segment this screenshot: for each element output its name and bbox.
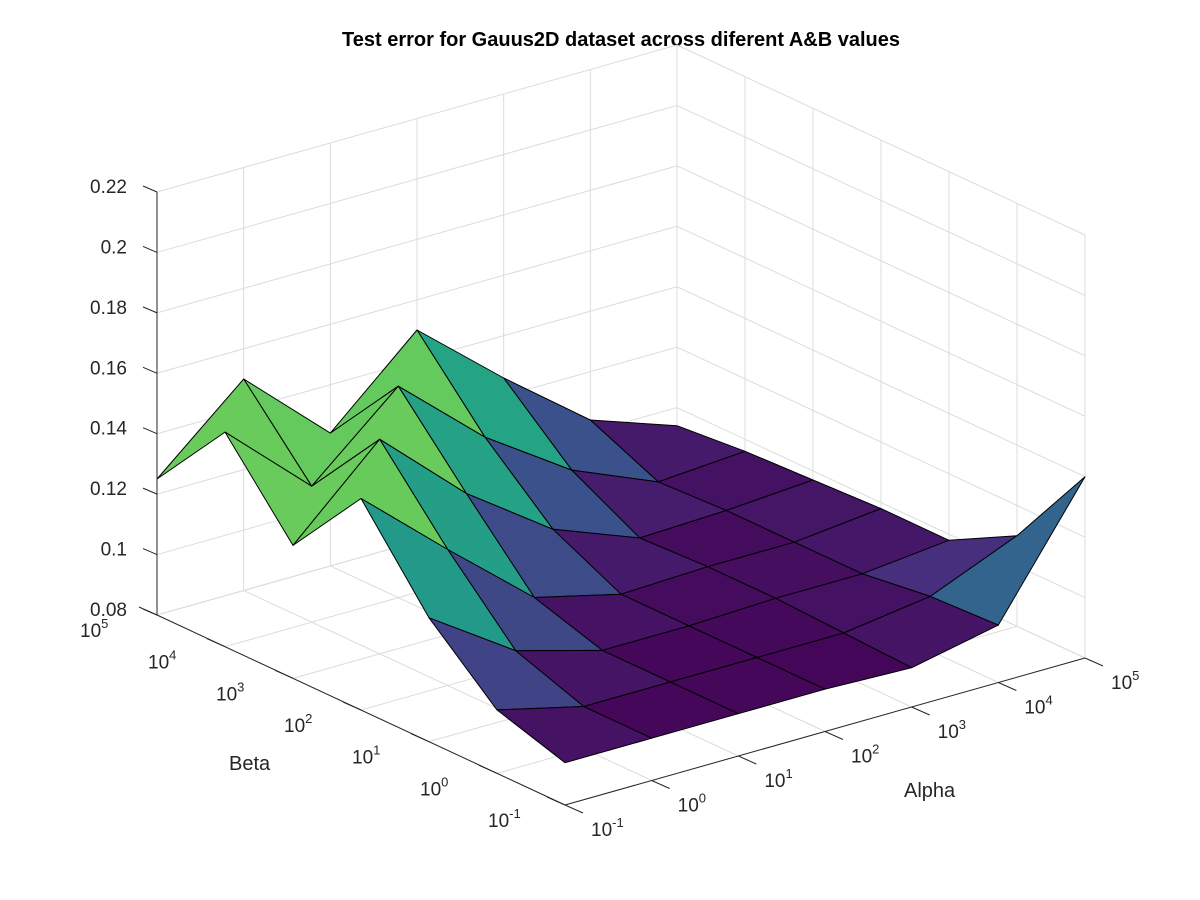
y-tick-label: 101 [352, 743, 380, 769]
grid-line [156, 225, 678, 374]
x-tick-label: 101 [764, 766, 792, 792]
y-tick-label-exponent: 2 [305, 711, 312, 726]
x-tick-label-exponent: 0 [699, 791, 706, 806]
x-tick-label-base: 10 [1111, 673, 1132, 694]
y-tick-label: 100 [420, 774, 448, 800]
y-tick-mark [546, 796, 566, 806]
grid-line [676, 225, 1086, 417]
x-tick-label-base: 10 [938, 722, 959, 743]
grid-line [156, 44, 678, 193]
y-axis-label: Beta [229, 753, 271, 775]
y-tick-label: 104 [148, 648, 176, 674]
x-tick-label: 10-1 [591, 815, 624, 841]
x-tick-mark [998, 682, 1017, 691]
y-tick-label: 102 [284, 711, 312, 737]
z-tick-label: 0.14 [90, 419, 127, 440]
x-tick-label: 102 [851, 742, 879, 768]
grid-line [676, 346, 1086, 538]
x-tick-label-exponent: 4 [1045, 693, 1052, 708]
y-tick-label-base: 10 [352, 748, 373, 769]
z-tick-label: 0.2 [101, 237, 127, 258]
y-tick-label-exponent: 4 [169, 648, 176, 663]
y-tick-label-base: 10 [284, 716, 305, 737]
z-tick-label: 0.22 [90, 177, 127, 198]
z-tick-mark [142, 366, 158, 374]
y-tick-label-base: 10 [216, 684, 237, 705]
x-tick-mark [738, 755, 757, 765]
grid-line [676, 165, 1086, 357]
x-tick-label-exponent: 5 [1132, 668, 1139, 683]
z-tick-label: 0.08 [90, 600, 127, 621]
surface-facet [496, 706, 653, 764]
y-tick-label-base: 10 [80, 621, 101, 642]
chart-title: Test error for Gauus2D dataset across di… [342, 29, 900, 51]
grid-line [676, 286, 1086, 478]
x-tick-label-base: 10 [1024, 698, 1045, 719]
x-tick-mark [1084, 657, 1104, 667]
y-tick-label-exponent: -1 [509, 806, 521, 821]
z-tick-mark [142, 608, 158, 616]
z-tick-mark [142, 548, 158, 556]
x-tick-label: 100 [678, 791, 706, 817]
x-axis-label: Alpha [904, 780, 956, 802]
x-tick-mark [824, 731, 844, 740]
z-tick-label: 0.1 [101, 540, 127, 561]
z-tick-label: 0.12 [90, 479, 127, 500]
grid-line [156, 165, 678, 314]
y-tick-mark [206, 638, 226, 648]
x-tick-mark [651, 780, 670, 789]
x-tick-label-base: 10 [678, 796, 699, 817]
x-tick-mark [564, 804, 584, 814]
y-tick-label-exponent: 1 [373, 743, 380, 758]
grid-line [156, 104, 678, 253]
z-tick-mark [142, 185, 158, 193]
x-tick-label: 104 [1024, 693, 1052, 719]
y-tick-label-exponent: 0 [441, 774, 448, 789]
y-tick-label: 105 [80, 616, 108, 642]
y-tick-mark [410, 733, 430, 743]
x-tick-label-exponent: 2 [872, 742, 879, 757]
y-tick-label-base: 10 [420, 779, 441, 800]
x-tick-mark [911, 706, 930, 716]
y-tick-label-exponent: 5 [101, 616, 108, 631]
x-tick-label-base: 10 [851, 747, 872, 768]
y-tick-label: 103 [216, 679, 244, 705]
y-tick-mark [274, 669, 294, 679]
y-tick-mark [342, 701, 362, 711]
y-tick-label-base: 10 [148, 653, 169, 674]
x-tick-label-exponent: 1 [785, 766, 792, 781]
x-tick-label-exponent: 3 [959, 717, 966, 732]
surface-layer [156, 329, 1086, 764]
x-tick-label-base: 10 [764, 771, 785, 792]
y-tick-label-exponent: 3 [237, 679, 244, 694]
grid-line [676, 104, 1086, 296]
grid-line [676, 44, 1086, 236]
y-tick-mark [478, 764, 498, 774]
y-tick-label: 10-1 [488, 806, 521, 832]
x-tick-label: 105 [1111, 668, 1139, 694]
z-tick-mark [142, 245, 158, 253]
z-tick-mark [142, 427, 158, 435]
y-tick-label-base: 10 [488, 811, 509, 832]
x-tick-label: 103 [938, 717, 966, 743]
x-tick-label-exponent: -1 [612, 815, 624, 830]
z-tick-mark [142, 306, 158, 314]
axis-layer: 10-110010110210310410510-110010110210310… [80, 177, 1139, 841]
x-tick-label-base: 10 [591, 820, 612, 841]
z-tick-label: 0.18 [90, 298, 127, 319]
z-tick-label: 0.16 [90, 358, 127, 379]
z-tick-mark [142, 487, 158, 495]
